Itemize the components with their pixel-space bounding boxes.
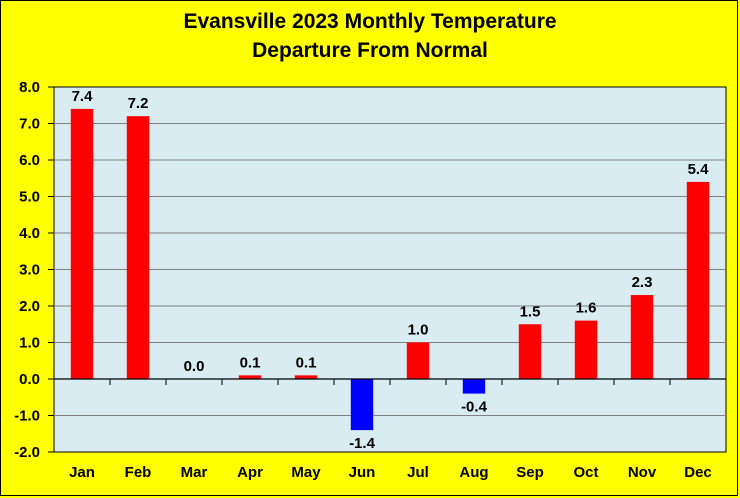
data-label: 2.3	[632, 274, 653, 291]
y-tick-label: 1.0	[19, 335, 40, 352]
y-tick-label: 8.0	[19, 79, 40, 96]
x-tick-label: Oct	[573, 464, 598, 481]
bar-dec	[686, 181, 710, 379]
y-tick-label: 5.0	[19, 189, 40, 206]
y-axis-tick-labels: -2.0 -1.0 0.0 1.0 2.0 3.0 4.0 5.0 6.0 7.0 8.0	[14, 79, 40, 461]
y-tick-label: -1.0	[14, 408, 40, 425]
bar-nov	[630, 295, 654, 379]
x-tick-label: May	[291, 464, 321, 481]
data-labels: 7.4 7.2 0.0 0.1 0.1 -1.4 1.0 -0.4 1.5 1.6 2.3 5.4	[72, 88, 710, 452]
bar-jan	[70, 108, 94, 380]
y-tick-label: 6.0	[19, 152, 40, 169]
data-label: 0.1	[240, 354, 261, 371]
data-label: 7.2	[128, 95, 149, 112]
gridlines	[54, 123, 726, 416]
bar-feb	[126, 116, 150, 379]
data-label: 1.6	[576, 300, 597, 317]
bar-apr	[238, 375, 262, 379]
y-tick-label: 4.0	[19, 225, 40, 242]
data-label: -0.4	[461, 399, 488, 416]
x-tick-label: Apr	[237, 464, 263, 481]
x-tick-label: Jul	[407, 464, 429, 481]
chart-title-line-1: Evansville 2023 Monthly Temperature	[183, 10, 557, 33]
bar-sep	[518, 324, 542, 379]
data-label: -1.4	[349, 435, 376, 452]
x-axis-tick-labels: Jan Feb Mar Apr May Jun Jul Aug Sep Oct Nov Dec	[69, 464, 712, 481]
x-tick-label: Jan	[69, 464, 95, 481]
bar-jun	[350, 379, 374, 431]
data-label: 0.0	[184, 358, 205, 375]
x-tick-label: Sep	[516, 464, 544, 481]
zero-axis	[48, 86, 727, 453]
data-label: 7.4	[72, 88, 94, 105]
y-tick-label: 2.0	[19, 298, 40, 315]
bar-may	[294, 375, 318, 379]
data-label: 5.4	[688, 161, 710, 178]
x-tick-label: Mar	[181, 464, 208, 481]
data-label: 0.1	[296, 354, 317, 371]
bar-jul	[406, 342, 430, 379]
bars	[70, 108, 710, 431]
chart-title-line-2: Departure From Normal	[252, 39, 488, 62]
data-label: 1.0	[408, 322, 429, 339]
data-label: 1.5	[520, 303, 541, 320]
y-tick-label: 7.0	[19, 116, 40, 133]
x-tick-label: Nov	[628, 464, 657, 481]
x-tick-label: Aug	[459, 464, 488, 481]
bar-oct	[574, 320, 598, 379]
x-tick-label: Dec	[684, 464, 712, 481]
y-tick-label: 0.0	[19, 371, 40, 388]
y-tick-label: 3.0	[19, 262, 40, 279]
y-tick-label: -2.0	[14, 444, 40, 461]
bar-aug	[462, 379, 486, 394]
x-tick-label: Feb	[125, 464, 152, 481]
x-tick-label: Jun	[349, 464, 376, 481]
